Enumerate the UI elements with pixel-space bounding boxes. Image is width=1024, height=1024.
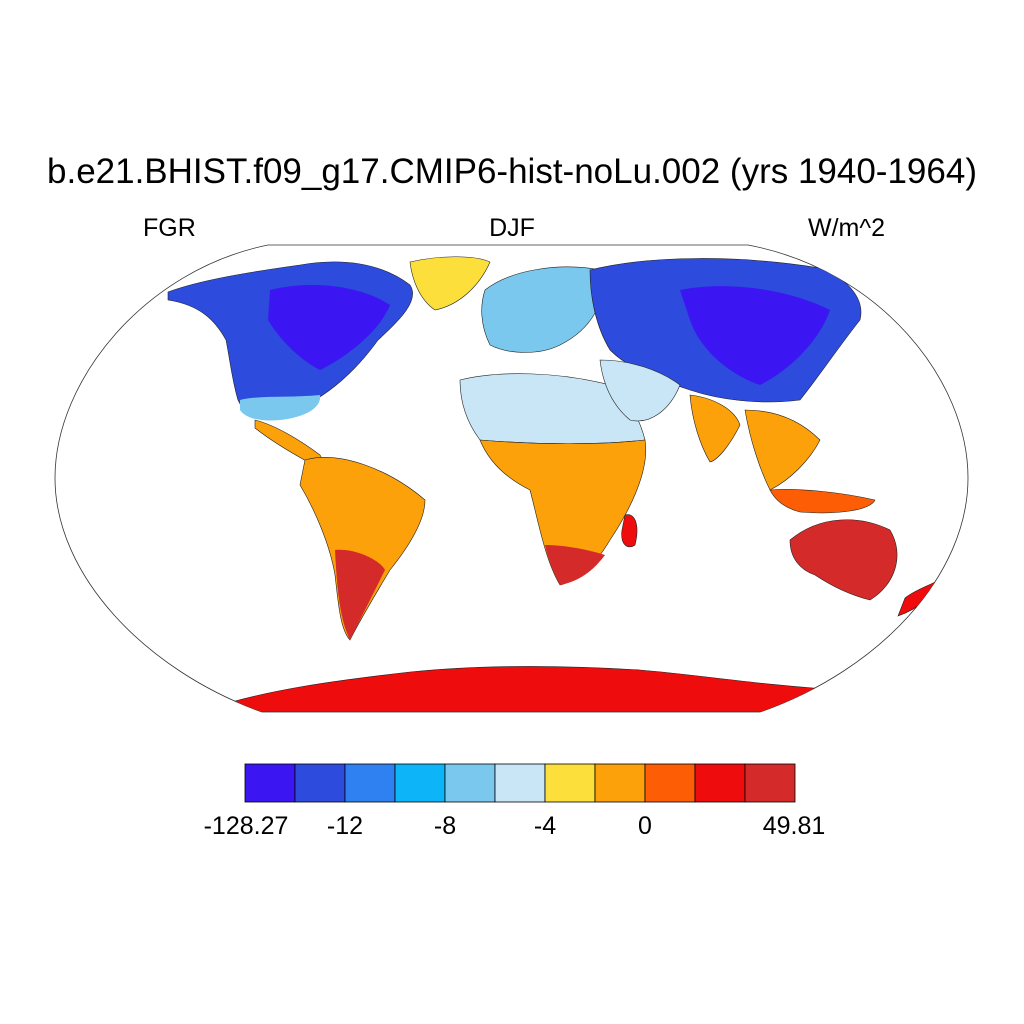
colorbar-swatch-8 <box>644 763 696 803</box>
colorbar-label-1: -12 <box>326 812 364 840</box>
colorbar-label-0: -128.27 <box>203 812 289 840</box>
south-america-south <box>335 549 385 640</box>
colorbar-label-5: 49.81 <box>762 812 826 840</box>
colorbar-swatch-2 <box>344 763 396 803</box>
indonesia <box>769 489 876 514</box>
africa-tip <box>545 545 605 585</box>
colorbar <box>244 763 796 803</box>
colorbar-swatch-7 <box>594 763 646 803</box>
season-label: DJF <box>489 214 535 242</box>
india <box>689 394 741 463</box>
colorbar-swatch-5 <box>494 763 546 803</box>
usa-south <box>240 395 321 421</box>
colorbar-label-3: -4 <box>533 812 557 840</box>
australia <box>789 519 898 601</box>
colorbar-swatch-9 <box>694 763 746 803</box>
central-america <box>254 419 322 465</box>
units-label: W/m^2 <box>807 214 885 242</box>
colorbar-swatch-10 <box>744 763 796 803</box>
south-america <box>299 457 426 641</box>
colorbar-swatch-0 <box>244 763 296 803</box>
map-title: b.e21.BHIST.f09_g17.CMIP6-hist-noLu.002 … <box>47 152 977 191</box>
se-asia <box>744 409 821 491</box>
north-america-core <box>268 285 390 370</box>
colorbar-swatch-4 <box>444 763 496 803</box>
variable-label: FGR <box>143 214 196 242</box>
colorbar-swatch-6 <box>544 763 596 803</box>
middle-east <box>599 359 681 422</box>
siberia-core <box>680 286 830 385</box>
colorbar-swatch-3 <box>394 763 446 803</box>
europe <box>481 266 603 353</box>
colorbar-swatch-1 <box>294 763 346 803</box>
antarctica <box>199 666 845 712</box>
madagascar <box>621 514 638 548</box>
colorbar-label-2: -8 <box>433 812 457 840</box>
greenland <box>409 256 491 311</box>
colorbar-label-4: 0 <box>638 812 652 840</box>
new-zealand <box>897 581 936 617</box>
land-masses <box>167 256 936 712</box>
